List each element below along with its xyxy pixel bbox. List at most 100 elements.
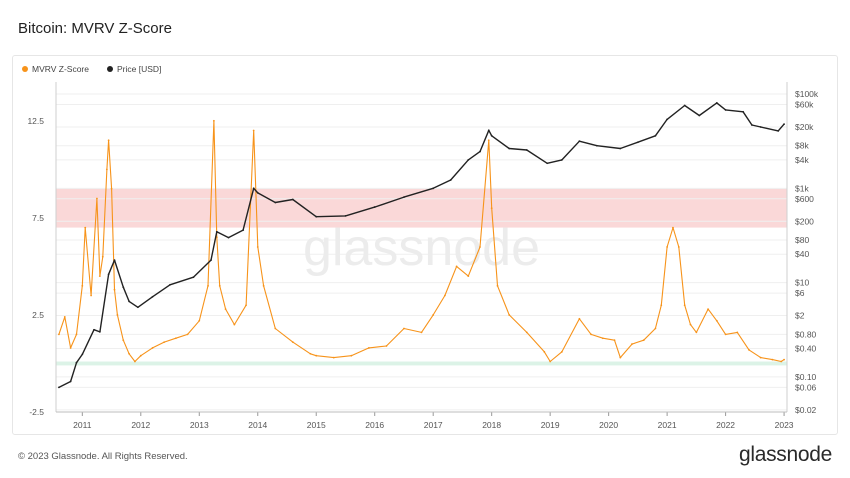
price-point [666,118,669,121]
mvrv-point [490,207,493,210]
price-point [715,101,718,104]
zscore-axis-tick: 12.5 [27,116,44,126]
legend: MVRV Z-Score Price [USD] [22,64,161,74]
legend-swatch-mvrv [22,66,28,72]
price-axis-tick: $200 [795,216,814,226]
price-point [344,214,347,217]
mvrv-point [683,304,686,307]
mvrv-point [385,345,388,347]
price-point [75,361,78,364]
legend-swatch-price [107,66,113,72]
mvrv-point [736,331,739,334]
mvrv-point [186,333,189,336]
mvrv-point [58,333,60,336]
price-point [596,144,598,147]
price-axis-tick: $20k [795,122,814,132]
price-axis-tick: $80 [795,235,809,245]
mvrv-point [508,314,511,316]
mvrv-point [525,331,528,334]
mvrv-point [654,327,657,330]
price-axis-tick: $1k [795,183,809,193]
mvrv-point [403,327,405,330]
mvrv-point [332,356,335,359]
mvrv-point [771,358,774,361]
x-axis-tick: 2015 [307,420,326,430]
x-axis-tick: 2017 [424,420,443,430]
mvrv-point [174,337,177,340]
price-point [315,215,318,218]
price-point [636,141,639,144]
x-axis-tick: 2018 [482,420,501,430]
x-axis-tick: 2014 [248,420,267,430]
price-point [683,104,686,107]
chart-panel [12,55,838,435]
x-axis-tick: 2012 [131,420,150,430]
price-axis-tick: $2 [795,311,805,321]
price-point [525,149,528,151]
mvrv-point [601,337,604,340]
price-point [136,306,139,309]
price-point [560,159,563,161]
mvrv-point [590,333,592,336]
price-axis-tick: $60k [795,99,814,109]
mvrv-point [367,347,370,349]
price-point [432,187,435,190]
copyright-text: © 2023 Glassnode. All Rights Reserved. [18,451,188,462]
price-point [508,147,511,150]
price-point [122,286,125,289]
mvrv-point [496,284,499,287]
price-point [98,331,101,333]
zscore-axis-tick: 2.5 [32,310,44,320]
price-point [698,114,701,117]
price-point [169,283,171,286]
mvrv-point [748,348,750,351]
mvrv-point [689,323,692,326]
price-point [467,159,470,161]
mvrv-point [660,304,663,307]
mvrv-point [81,284,84,287]
price-point [107,273,110,276]
legend-item-mvrv[interactable]: MVRV Z-Score [22,64,89,74]
mvrv-point [578,317,581,320]
legend-item-price[interactable]: Price [USD] [107,64,161,74]
price-point [151,295,154,298]
price-point [192,276,195,279]
mvrv-point [84,226,87,229]
mvrv-point [107,139,110,142]
price-point [654,134,657,137]
mvrv-point [666,246,669,248]
price-axis-tick: $100k [795,89,819,99]
mvrv-point [163,341,166,344]
price-point [479,150,481,153]
x-axis-tick: 2020 [599,420,618,430]
mvrv-point [613,339,616,342]
price-point [81,353,84,356]
price-point [291,198,294,201]
mvrv-point [212,119,215,122]
price-axis-tick: $0.02 [795,405,817,415]
mvrv-point [224,308,227,311]
price-axis-tick: $40 [795,249,809,259]
mvrv-point [642,339,645,342]
mvrv-point [90,294,92,297]
price-point [215,230,218,233]
mvrv-point [707,308,709,311]
zscore-axis-tick: 7.5 [32,213,44,223]
mvrv-point [134,360,136,363]
mvrv-point [715,319,718,322]
price-axis-tick: $4k [795,155,809,165]
price-point [490,134,493,137]
price-axis-tick: $6 [795,288,805,298]
mvrv-point [105,168,108,171]
mvrv-point [252,129,255,132]
price-point [487,129,490,132]
x-axis-tick: 2011 [73,420,92,430]
x-axis-tick: 2021 [658,420,677,430]
band-undervalued [56,361,787,366]
zscore-axis-tick: -2.5 [29,407,44,417]
price-point [256,191,259,194]
mvrv-point [549,360,552,363]
mvrv-point [139,354,142,357]
mvrv-point [218,284,221,287]
